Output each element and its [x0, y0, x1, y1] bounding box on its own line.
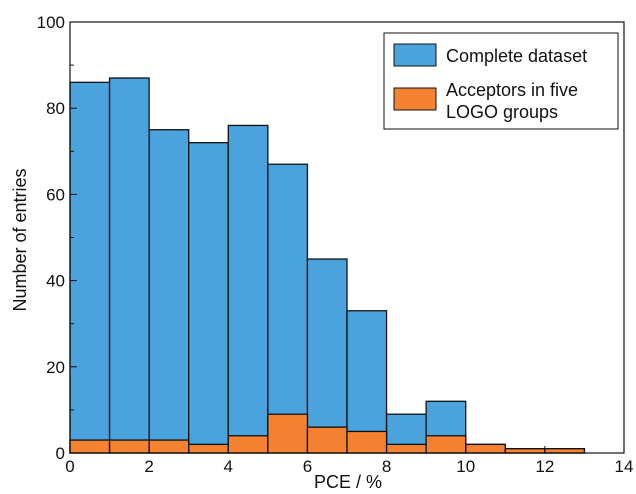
bar-complete-dataset [148, 129, 190, 454]
bar-complete-dataset [188, 142, 229, 454]
y-tick-label: 0 [56, 444, 65, 463]
y-axis-label: Number of entries [10, 168, 30, 311]
bar-acceptors [306, 426, 348, 454]
bar-acceptors [108, 439, 150, 454]
x-tick-label: 8 [382, 457, 391, 476]
bar-acceptors [465, 443, 506, 454]
legend-swatch-complete [393, 43, 437, 67]
bar-complete-dataset [346, 310, 388, 454]
y-tick-label: 100 [37, 13, 65, 32]
bar-complete-dataset [69, 81, 111, 454]
bar-acceptors [385, 443, 427, 454]
y-tick-labels: 0 20 40 60 80 100 [37, 13, 65, 463]
bar-acceptors [227, 435, 269, 454]
y-tick-label: 80 [46, 99, 65, 118]
legend: Complete dataset Acceptors in five LOGO … [383, 32, 619, 130]
bar-acceptors [425, 435, 467, 454]
bar-acceptors [267, 413, 309, 454]
x-tick-label: 14 [615, 457, 634, 476]
bar-acceptors [504, 448, 546, 454]
acceptors-bars [69, 413, 586, 454]
x-tick-label: 12 [535, 457, 554, 476]
bar-acceptors [544, 448, 586, 454]
y-tick-label: 60 [46, 185, 65, 204]
x-tick-labels: 0 2 4 6 8 10 12 14 [65, 457, 633, 476]
legend-label-complete: Complete dataset [446, 46, 587, 66]
axis-ticks [69, 21, 625, 454]
x-tick-label: 0 [65, 457, 74, 476]
bar-complete-dataset [227, 124, 269, 454]
x-tick-label: 4 [224, 457, 233, 476]
x-tick-label: 6 [303, 457, 312, 476]
bar-complete-dataset [267, 163, 309, 454]
x-tick-label: 10 [456, 457, 475, 476]
bar-complete-dataset [108, 77, 150, 454]
bar-acceptors [188, 443, 229, 454]
bar-complete-dataset [306, 258, 348, 454]
x-tick-label: 2 [144, 457, 153, 476]
bar-acceptors [148, 439, 190, 454]
x-axis-label: PCE / % [314, 472, 382, 492]
legend-label-acceptors-line2: LOGO groups [446, 102, 558, 122]
complete-dataset-bars [69, 77, 586, 454]
y-tick-label: 20 [46, 358, 65, 377]
legend-label-acceptors: Acceptors in five [446, 80, 578, 100]
legend-swatch-acceptors [393, 87, 437, 111]
bar-acceptors [69, 439, 111, 454]
bar-acceptors [346, 430, 388, 454]
y-tick-label: 40 [46, 272, 65, 291]
